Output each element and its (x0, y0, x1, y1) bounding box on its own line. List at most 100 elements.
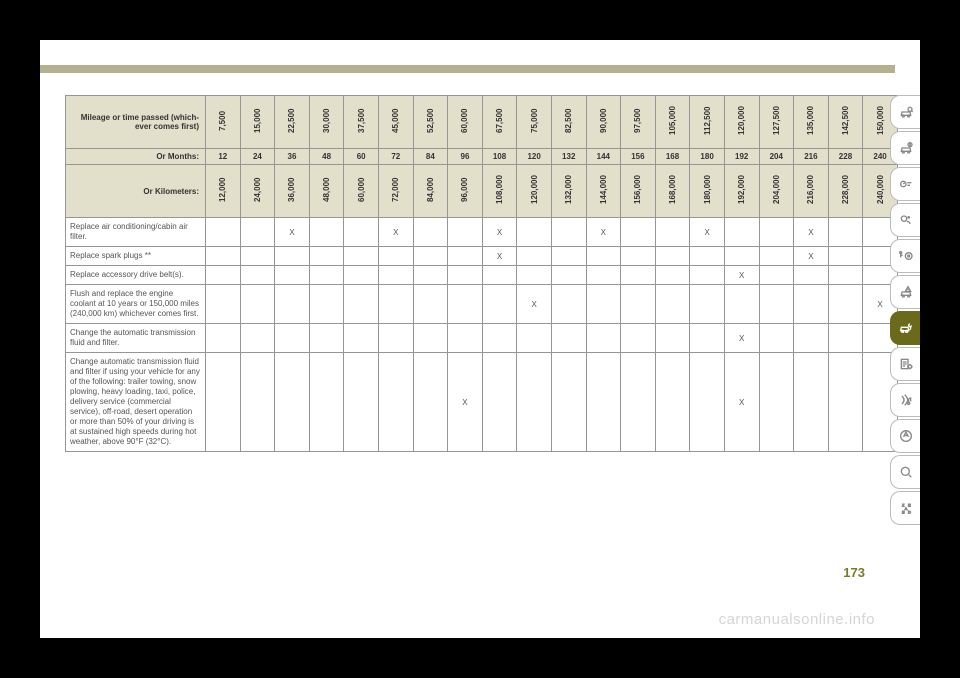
task-4-col-0 (206, 324, 241, 353)
kilometers-col-6: 84,000 (413, 165, 448, 218)
task-0-col-6 (413, 218, 448, 247)
task-4-col-16 (759, 324, 794, 353)
task-1-col-5 (378, 247, 413, 266)
months-col-6: 84 (413, 149, 448, 165)
months-col-0: 12 (206, 149, 241, 165)
task-0-col-9 (517, 218, 552, 247)
svg-text:A: A (904, 506, 907, 511)
months-col-15: 192 (724, 149, 759, 165)
svg-text:D: D (908, 509, 911, 514)
task-2-col-12 (621, 266, 656, 285)
car-info-icon[interactable]: i (890, 131, 920, 165)
task-2-col-16 (759, 266, 794, 285)
document-settings-icon[interactable] (890, 347, 920, 381)
mileage-col-1: 15,000 (240, 96, 275, 149)
task-3-col-1 (240, 285, 275, 324)
task-0-col-17: X (794, 218, 829, 247)
mileage-col-4: 37,500 (344, 96, 379, 149)
navigation-icon[interactable] (890, 419, 920, 453)
page-number: 173 (843, 565, 865, 580)
task-3-col-0 (206, 285, 241, 324)
kilometers-col-10: 132,000 (551, 165, 586, 218)
task-5-col-0 (206, 353, 241, 452)
task-4-col-11 (586, 324, 621, 353)
task-1-col-1 (240, 247, 275, 266)
task-1-col-11 (586, 247, 621, 266)
task-1-col-12 (621, 247, 656, 266)
task-1-col-14 (690, 247, 725, 266)
mileage-col-6: 52,500 (413, 96, 448, 149)
airbag-icon[interactable] (890, 203, 920, 237)
task-2-col-0 (206, 266, 241, 285)
task-label-1: Replace spark plugs ** (66, 247, 206, 266)
index-icon[interactable]: ZEBDA (890, 491, 920, 525)
mileage-col-3: 30,000 (309, 96, 344, 149)
months-col-16: 204 (759, 149, 794, 165)
task-4-col-18 (828, 324, 863, 353)
months-col-8: 108 (482, 149, 517, 165)
car-search-icon[interactable] (890, 95, 920, 129)
car-warning-icon[interactable] (890, 275, 920, 309)
months-header: Or Months: (66, 149, 206, 165)
kilometers-col-0: 12,000 (206, 165, 241, 218)
kilometers-col-8: 108,000 (482, 165, 517, 218)
task-5-col-13 (655, 353, 690, 452)
task-1-col-15 (724, 247, 759, 266)
task-3-col-4 (344, 285, 379, 324)
mileage-col-11: 90,000 (586, 96, 621, 149)
mileage-col-9: 75,000 (517, 96, 552, 149)
task-0-col-3 (309, 218, 344, 247)
key-wheel-icon[interactable] (890, 239, 920, 273)
mileage-col-8: 67,500 (482, 96, 517, 149)
task-0-col-0 (206, 218, 241, 247)
mileage-col-0: 7,500 (206, 96, 241, 149)
task-label-4: Change the automatic transmission fluid … (66, 324, 206, 353)
months-col-10: 132 (551, 149, 586, 165)
car-service-icon[interactable] (890, 311, 920, 345)
task-2-col-13 (655, 266, 690, 285)
task-5-col-9 (517, 353, 552, 452)
task-5-col-18 (828, 353, 863, 452)
task-5-col-12 (621, 353, 656, 452)
task-1-col-17: X (794, 247, 829, 266)
task-1-col-2 (275, 247, 310, 266)
search-icon[interactable] (890, 455, 920, 489)
kilometers-col-3: 48,000 (309, 165, 344, 218)
task-0-col-4 (344, 218, 379, 247)
sidebar: i ZEBDA (890, 95, 920, 527)
task-3-col-9: X (517, 285, 552, 324)
task-1-col-0 (206, 247, 241, 266)
task-1-col-8: X (482, 247, 517, 266)
maintenance-table-wrap: Mileage or time passed (which- ever come… (65, 95, 897, 452)
media-icon[interactable] (890, 383, 920, 417)
kilometers-col-18: 228,000 (828, 165, 863, 218)
task-4-col-8 (482, 324, 517, 353)
task-5-col-5 (378, 353, 413, 452)
task-3-col-5 (378, 285, 413, 324)
top-bar (40, 65, 895, 73)
task-0-col-14: X (690, 218, 725, 247)
months-col-12: 156 (621, 149, 656, 165)
task-0-col-8: X (482, 218, 517, 247)
task-3-col-7 (448, 285, 483, 324)
task-4-col-1 (240, 324, 275, 353)
kilometers-col-17: 216,000 (794, 165, 829, 218)
task-4-col-7 (448, 324, 483, 353)
task-3-col-10 (551, 285, 586, 324)
months-col-5: 72 (378, 149, 413, 165)
task-4-col-14 (690, 324, 725, 353)
months-col-7: 96 (448, 149, 483, 165)
mileage-col-13: 105,000 (655, 96, 690, 149)
task-2-col-15: X (724, 266, 759, 285)
mileage-col-17: 135,000 (794, 96, 829, 149)
kilometers-col-16: 204,000 (759, 165, 794, 218)
dashboard-icon[interactable] (890, 167, 920, 201)
mileage-col-12: 97,500 (621, 96, 656, 149)
task-3-col-2 (275, 285, 310, 324)
task-3-col-18 (828, 285, 863, 324)
task-1-col-16 (759, 247, 794, 266)
task-0-col-10 (551, 218, 586, 247)
task-2-col-5 (378, 266, 413, 285)
task-5-col-17 (794, 353, 829, 452)
task-3-col-17 (794, 285, 829, 324)
